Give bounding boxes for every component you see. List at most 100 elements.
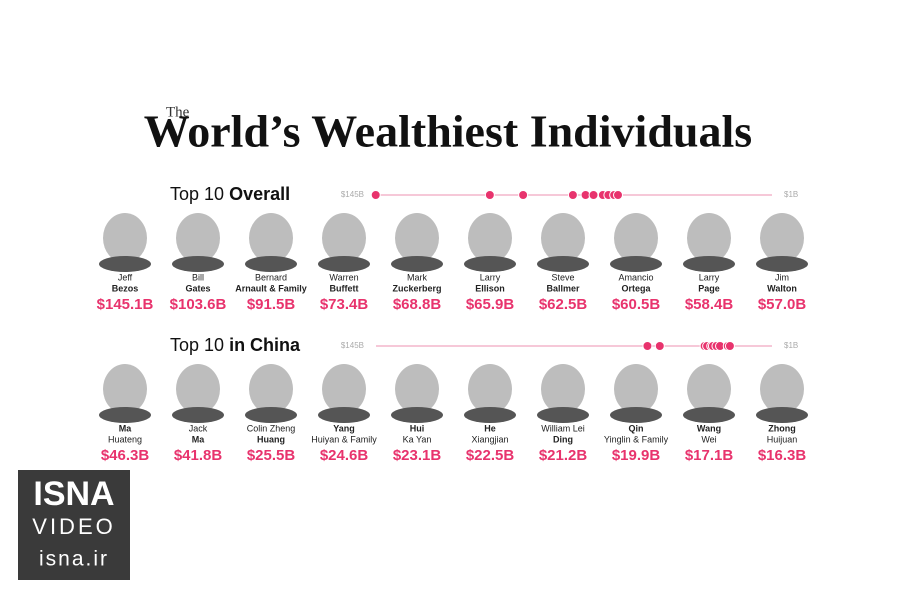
value-dot [370, 190, 381, 200]
portrait-shoulders [610, 256, 662, 272]
person-name: Yang [333, 423, 355, 433]
person-name: Zhong [768, 423, 796, 433]
portrait-head [760, 213, 804, 263]
portrait [683, 364, 735, 423]
portrait [391, 364, 443, 423]
person-name: Jeff [118, 272, 133, 282]
person-name: Ding [553, 434, 573, 444]
person-name: Jim [775, 272, 789, 282]
person-name: Bernard [255, 272, 287, 282]
scale-label: $1B [784, 341, 798, 350]
portrait-shoulders [99, 256, 151, 272]
portrait [610, 213, 662, 272]
portrait [99, 364, 151, 423]
person-name: Steve [551, 272, 574, 282]
portrait [245, 213, 297, 272]
person-name: Ma [192, 434, 205, 444]
portrait-head [760, 364, 804, 414]
value-dot [642, 341, 653, 351]
person-name: Huateng [108, 434, 142, 444]
net-worth: $17.1B [685, 447, 734, 464]
person-name: Arnault & Family [235, 283, 307, 293]
person-name: Xiangjian [471, 434, 508, 444]
section-title-bold: Overall [229, 184, 290, 204]
portrait-shoulders [99, 407, 151, 423]
person-name: Bezos [112, 283, 139, 293]
portrait-head [395, 364, 439, 414]
portrait [245, 364, 297, 423]
person-name: Amancio [618, 272, 653, 282]
person-name: Ballmer [546, 283, 580, 293]
section: Top 10 in China $145B $1BMaHuateng$46.3BJa… [99, 335, 808, 464]
portrait [99, 213, 151, 272]
person-name: Mark [407, 272, 427, 282]
person-name: Ellison [475, 283, 505, 293]
net-worth: $65.9B [466, 296, 515, 313]
person-name: Page [698, 283, 720, 293]
portrait-shoulders [172, 407, 224, 423]
watermark-text: ISNA [33, 475, 114, 513]
section-title: Top 10 Overall [170, 184, 290, 204]
portrait-shoulders [537, 407, 589, 423]
portrait [318, 364, 370, 423]
net-worth: $16.3B [758, 447, 807, 464]
net-worth: $73.4B [320, 296, 369, 313]
net-worth: $24.6B [320, 447, 369, 464]
portrait-shoulders [756, 256, 808, 272]
portrait-shoulders [683, 407, 735, 423]
person-name: Gates [185, 283, 210, 293]
watermark-box [18, 470, 130, 580]
title: World’s Wealthiest Individuals [144, 106, 752, 157]
portrait-head [541, 364, 585, 414]
portrait-head [614, 364, 658, 414]
portrait-head [687, 364, 731, 414]
portrait-shoulders [318, 256, 370, 272]
value-dot [724, 341, 735, 351]
net-worth: $19.9B [612, 447, 661, 464]
portrait-head [395, 213, 439, 263]
net-worth: $62.5B [539, 296, 588, 313]
person-name: He [484, 423, 496, 433]
value-dot [588, 190, 599, 200]
portrait-shoulders [756, 407, 808, 423]
person-name: Larry [699, 272, 720, 282]
portrait-head [322, 213, 366, 263]
net-worth: $57.0B [758, 296, 807, 313]
portrait [172, 213, 224, 272]
portrait [391, 213, 443, 272]
portrait-shoulders [245, 256, 297, 272]
person-name: William Lei [541, 423, 585, 433]
person-name: Buffett [330, 283, 359, 293]
portrait [683, 213, 735, 272]
portrait [756, 364, 808, 423]
net-worth: $21.2B [539, 447, 588, 464]
section-title-bold: in China [229, 335, 301, 355]
person-name: Huiyan & Family [311, 434, 377, 444]
portrait [537, 364, 589, 423]
portrait-head [176, 364, 220, 414]
portrait-head [103, 364, 147, 414]
portrait-head [614, 213, 658, 263]
portrait-shoulders [391, 407, 443, 423]
portrait [172, 364, 224, 423]
person-name: Warren [329, 272, 358, 282]
section-title-plain: Top 10 [170, 335, 224, 355]
value-dot [484, 190, 495, 200]
portrait [318, 213, 370, 272]
portrait [610, 364, 662, 423]
person-name: Walton [767, 283, 797, 293]
net-worth: $91.5B [247, 296, 296, 313]
person-name: Qin [629, 423, 644, 433]
person-name: Jack [189, 423, 208, 433]
value-dot [613, 190, 623, 200]
portrait-shoulders [391, 256, 443, 272]
section-title: Top 10 in China [170, 335, 301, 355]
portrait-head [468, 364, 512, 414]
net-worth: $22.5B [466, 447, 515, 464]
portrait-shoulders [464, 256, 516, 272]
portrait-shoulders [683, 256, 735, 272]
title-pre: The [166, 104, 190, 120]
portrait [756, 213, 808, 272]
watermark-text: VIDEO [32, 514, 115, 539]
scale-label: $145B [341, 190, 364, 199]
